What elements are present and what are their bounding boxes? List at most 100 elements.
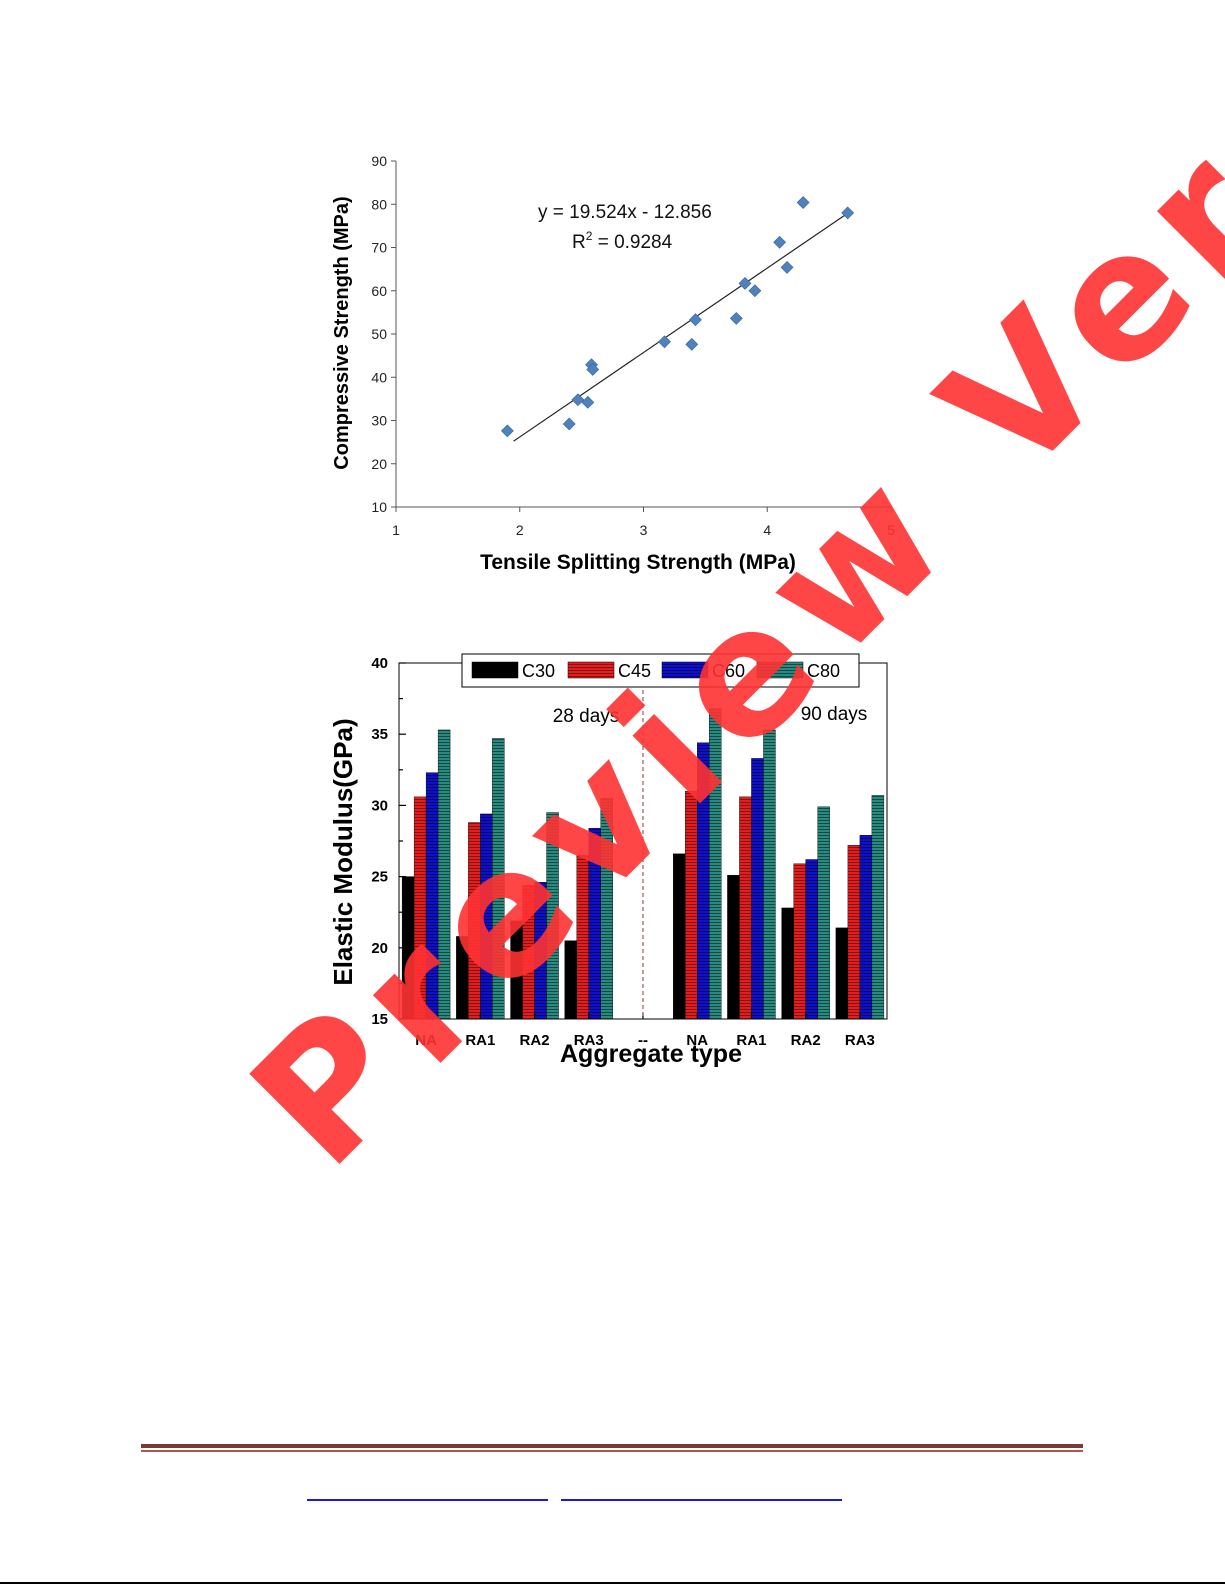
bar-tick-labels: 15 20 25 30 35 40 NA RA1 RA2 RA3 -- NA RA1 RA2 RA3 <box>371 655 875 1049</box>
scatter-x-tick-label: 5 <box>887 522 895 538</box>
bar-c60 <box>751 758 764 1020</box>
bar-c45 <box>847 845 861 1020</box>
bar-y-tick-label: 35 <box>371 726 388 743</box>
scatter-point <box>780 260 794 274</box>
bar-c45 <box>413 796 427 1020</box>
bar-marks <box>401 708 885 1020</box>
bar-y-tick-label: 30 <box>371 797 388 814</box>
bar-c80 <box>763 729 776 1020</box>
bar-c60 <box>859 835 873 1020</box>
bar-x-tick-label: RA1 <box>465 1032 495 1049</box>
scatter-trendline-group <box>513 212 849 442</box>
footer-rule <box>141 1444 1083 1448</box>
annotation-90-days: 90 days <box>801 704 868 725</box>
scatter-point <box>581 395 595 409</box>
scatter-y-tick-label: 80 <box>371 196 387 212</box>
scatter-point <box>773 235 787 249</box>
bar-y-axis-label: Elastic Modulus(GPa) <box>328 718 358 985</box>
bar-c80 <box>709 708 722 1020</box>
bar-x-tick-label: RA2 <box>520 1032 550 1049</box>
bar-x-tick-label: RA3 <box>845 1032 875 1049</box>
scatter-point <box>562 417 576 431</box>
bar-c60 <box>805 859 818 1020</box>
scatter-point <box>685 337 699 351</box>
scatter-point <box>658 335 671 349</box>
bar-x-axis-label: Aggregate type <box>560 1040 742 1068</box>
bar-c45 <box>685 790 698 1020</box>
legend-label-c80: C80 <box>807 661 840 681</box>
legend-swatch-c80 <box>756 661 804 679</box>
bar-c60 <box>588 827 601 1020</box>
bar-c60 <box>425 772 439 1020</box>
scatter-point <box>796 196 810 209</box>
bar-c30 <box>781 907 794 1020</box>
bar-c80 <box>437 729 451 1020</box>
bar-c80 <box>546 812 559 1020</box>
scatter-y-tick-label: 90 <box>371 153 387 169</box>
bar-c80 <box>492 738 505 1020</box>
footer-rule-thin <box>141 1450 1083 1452</box>
scatter-point <box>748 284 762 298</box>
legend-label-c60: C60 <box>712 661 745 681</box>
bar-x-tick-label: RA2 <box>791 1032 821 1049</box>
scatter-point <box>571 393 585 407</box>
scatter-y-tick-label: 60 <box>371 283 387 299</box>
bar-c30 <box>564 940 577 1020</box>
scatter-tick-labels: 10 20 30 40 50 60 70 80 90 1 2 3 4 5 <box>371 153 895 538</box>
page-bottom-rule <box>0 1582 1225 1584</box>
scatter-point <box>841 206 855 220</box>
bar-c45 <box>522 884 535 1020</box>
bar-x-tick-label: RA3 <box>574 1032 604 1049</box>
scatter-point <box>689 313 702 327</box>
bar-axes <box>399 662 861 1020</box>
bar-y-tick-label: 25 <box>371 869 388 886</box>
bar-y-tick-label: 40 <box>371 655 388 672</box>
scatter-trendline <box>513 212 849 442</box>
bar-x-tick-label: NA <box>415 1032 437 1049</box>
bar-x-tick-label: -- <box>638 1032 648 1049</box>
bar-c30 <box>510 920 523 1020</box>
scatter-chart: 10 20 30 40 50 60 70 80 90 1 2 3 4 5 y = 19.524x - 12… <box>331 153 895 574</box>
footer-link-2[interactable] <box>561 1499 842 1501</box>
scatter-point <box>738 276 752 290</box>
bar-c30 <box>835 927 849 1020</box>
scatter-x-tick-label: 2 <box>516 522 524 538</box>
annotation-28-days: 28 days <box>553 706 620 727</box>
scatter-x-tick-label: 1 <box>392 522 400 538</box>
scatter-point <box>500 424 514 438</box>
legend-swatch-c45 <box>567 661 615 679</box>
bar-chart: 15 20 25 30 35 40 NA RA1 RA2 RA3 -- NA RA1 RA2 RA3 28 … <box>328 653 888 1068</box>
bar-y-tick-label: 20 <box>371 940 388 957</box>
bar-c45 <box>793 863 806 1020</box>
legend-label-c45: C45 <box>618 661 651 681</box>
bar-x-tick-label: RA1 <box>736 1032 766 1049</box>
legend-swatch-c60 <box>661 661 709 679</box>
bar-c30 <box>727 874 740 1020</box>
bar-c80 <box>817 806 830 1020</box>
bar-c60 <box>697 742 710 1020</box>
bar-c45 <box>739 796 752 1020</box>
bar-c80 <box>871 795 885 1020</box>
bar-legend: C30 C45 C60 C80 <box>461 653 860 688</box>
scatter-y-tick-label: 20 <box>371 456 387 472</box>
bar-c30 <box>673 853 686 1020</box>
scatter-y-tick-label: 70 <box>371 240 387 256</box>
bar-c60 <box>534 882 547 1020</box>
scatter-x-tick-label: 4 <box>763 522 771 538</box>
scatter-equation: y = 19.524x - 12.856 <box>538 202 712 223</box>
bar-c45 <box>468 822 481 1020</box>
scatter-y-tick-label: 30 <box>371 413 387 429</box>
scatter-x-tick-label: 3 <box>640 522 648 538</box>
bar-c45 <box>576 855 589 1020</box>
scatter-x-axis-label: Tensile Splitting Strength (MPa) <box>480 551 796 574</box>
footer-link-1[interactable] <box>307 1499 548 1501</box>
scatter-y-tick-label: 50 <box>371 326 387 342</box>
scatter-y-axis-label: Compressive Strength (MPa) <box>331 196 353 469</box>
scatter-r2: R2 = 0.9284 <box>572 229 673 253</box>
scatter-points <box>500 196 855 438</box>
scatter-y-tick-label: 10 <box>371 499 387 515</box>
bar-y-tick-label: 15 <box>371 1011 388 1028</box>
legend-swatch-c30 <box>471 661 519 679</box>
bar-x-tick-label: NA <box>686 1032 708 1049</box>
